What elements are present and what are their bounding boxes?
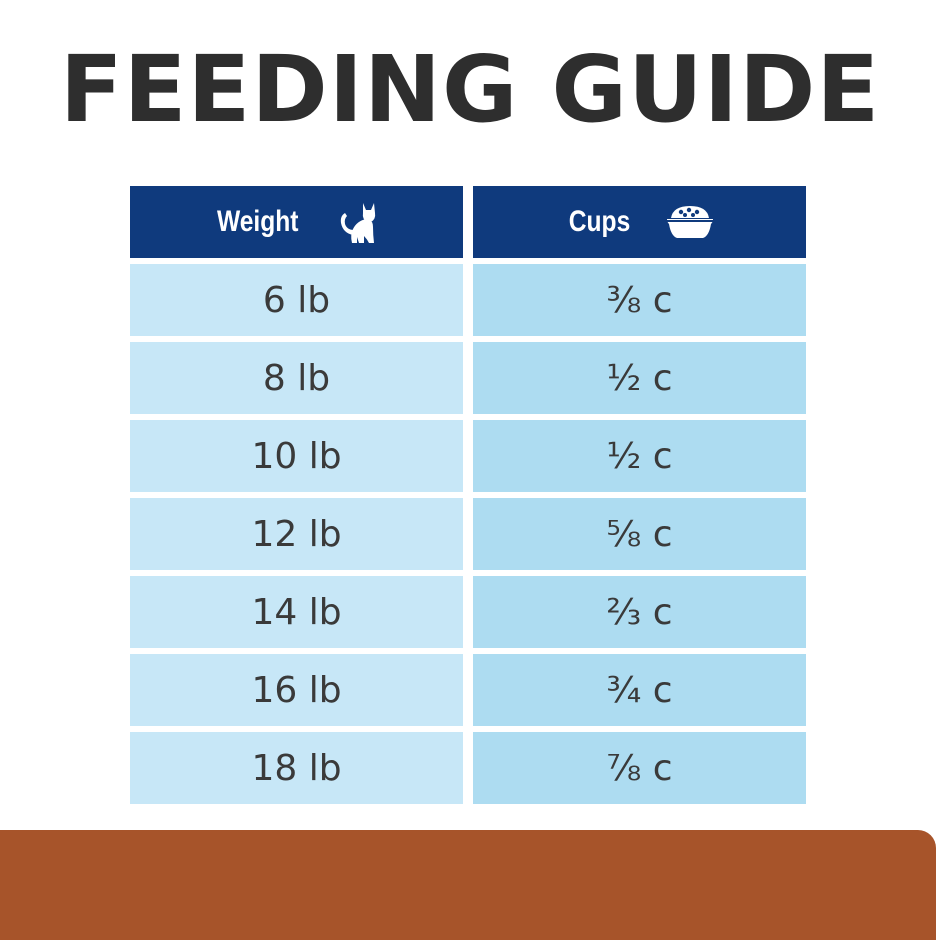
feeding-table: Weight Cups — [130, 186, 807, 810]
table-row: 18 lb ⅞ c — [130, 732, 807, 804]
cups-cell: ¾ c — [473, 654, 806, 726]
weight-column-header: Weight — [130, 186, 463, 258]
cups-cell: ⅔ c — [473, 576, 806, 648]
table-row: 14 lb ⅔ c — [130, 576, 807, 648]
table-row: 8 lb ½ c — [130, 342, 807, 414]
table-row: 12 lb ⅝ c — [130, 498, 807, 570]
weight-cell: 6 lb — [130, 264, 463, 336]
footer-color-band — [0, 830, 936, 940]
cat-icon — [341, 203, 376, 243]
cups-cell: ½ c — [473, 420, 806, 492]
table-header-row: Weight Cups — [130, 186, 807, 258]
table-row: 6 lb ⅜ c — [130, 264, 807, 336]
weight-header-label: Weight — [216, 205, 299, 238]
weight-cell: 8 lb — [130, 342, 463, 414]
weight-cell: 14 lb — [130, 576, 463, 648]
cups-cell: ⅞ c — [473, 732, 806, 804]
cups-cell: ⅜ c — [473, 264, 806, 336]
cups-cell: ⅝ c — [473, 498, 806, 570]
cups-cell: ½ c — [473, 342, 806, 414]
table-row: 10 lb ½ c — [130, 420, 807, 492]
table-row: 16 lb ¾ c — [130, 654, 807, 726]
weight-cell: 16 lb — [130, 654, 463, 726]
cups-header-label: Cups — [568, 205, 631, 238]
cups-column-header: Cups — [473, 186, 806, 258]
page-title: FEEDING GUIDE — [59, 36, 881, 143]
food-bowl-icon — [667, 206, 713, 238]
weight-cell: 18 lb — [130, 732, 463, 804]
weight-cell: 10 lb — [130, 420, 463, 492]
weight-cell: 12 lb — [130, 498, 463, 570]
